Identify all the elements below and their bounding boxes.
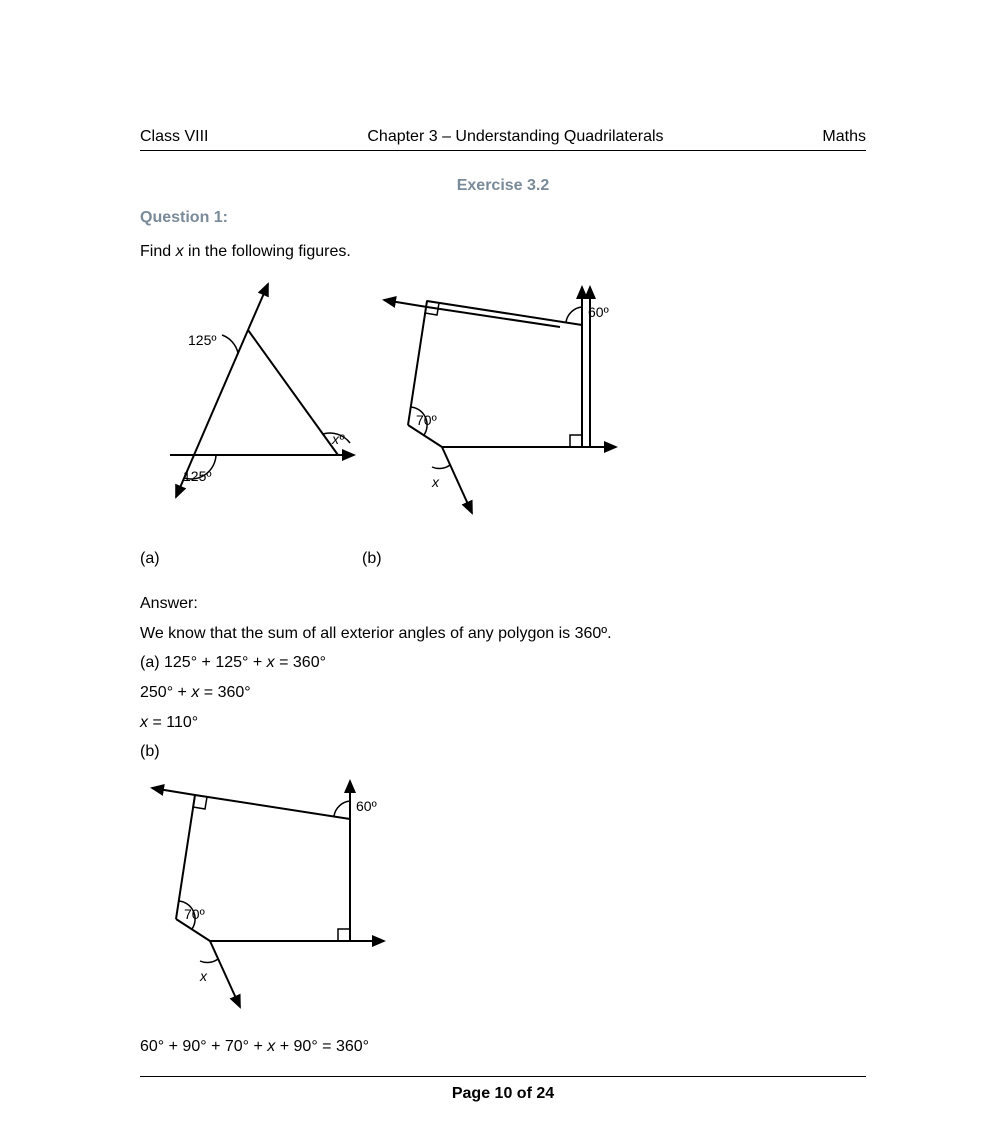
answer-line6: 60° + 90° + 70° + x + 90° = 360° xyxy=(140,1032,866,1062)
figure-a: 125º 125º xº xyxy=(140,275,362,538)
page-header: Class VIII Chapter 3 – Understanding Qua… xyxy=(140,128,866,151)
answer-line5: (b) xyxy=(140,737,866,767)
answer-block: Answer: We know that the sum of all exte… xyxy=(140,589,866,767)
page-footer: Page 10 of 24 xyxy=(140,1076,866,1103)
fig-b-angle-x: x xyxy=(431,474,440,490)
fig-a-angle-bottom: 125º xyxy=(183,468,211,484)
fig-b2-angle-60: 60º xyxy=(356,798,377,814)
fig-b2-angle-x: x xyxy=(199,968,208,984)
fig-b-angle-60: 60º xyxy=(588,304,609,320)
subject-label: Maths xyxy=(822,128,866,146)
figure-b: 60º 70º x xyxy=(372,275,627,538)
figure-b-repeat: 60º 70º x xyxy=(140,769,866,1032)
label-b: (b) xyxy=(362,544,382,574)
fig-a-angle-x: xº xyxy=(331,431,345,447)
figure-labels: (a) (b) xyxy=(140,544,866,574)
answer-line1: We know that the sum of all exterior ang… xyxy=(140,619,866,649)
figures-row: 125º 125º xº xyxy=(140,275,866,538)
fig-b2-angle-70: 70º xyxy=(184,906,205,922)
answer-heading: Answer: xyxy=(140,589,866,619)
answer-line4: x = 110° xyxy=(140,708,866,738)
question-text: Find x in the following figures. xyxy=(140,237,866,267)
chapter-title: Chapter 3 – Understanding Quadrilaterals xyxy=(367,128,663,146)
exercise-title: Exercise 3.2 xyxy=(140,177,866,195)
class-label: Class VIII xyxy=(140,128,208,146)
fig-a-angle-top: 125º xyxy=(188,332,216,348)
fig-b-angle-70: 70º xyxy=(416,412,437,428)
answer-line2: (a) 125° + 125° + x = 360° xyxy=(140,648,866,678)
label-a: (a) xyxy=(140,544,362,574)
answer-line3: 250° + x = 360° xyxy=(140,678,866,708)
question-label: Question 1: xyxy=(140,209,866,227)
